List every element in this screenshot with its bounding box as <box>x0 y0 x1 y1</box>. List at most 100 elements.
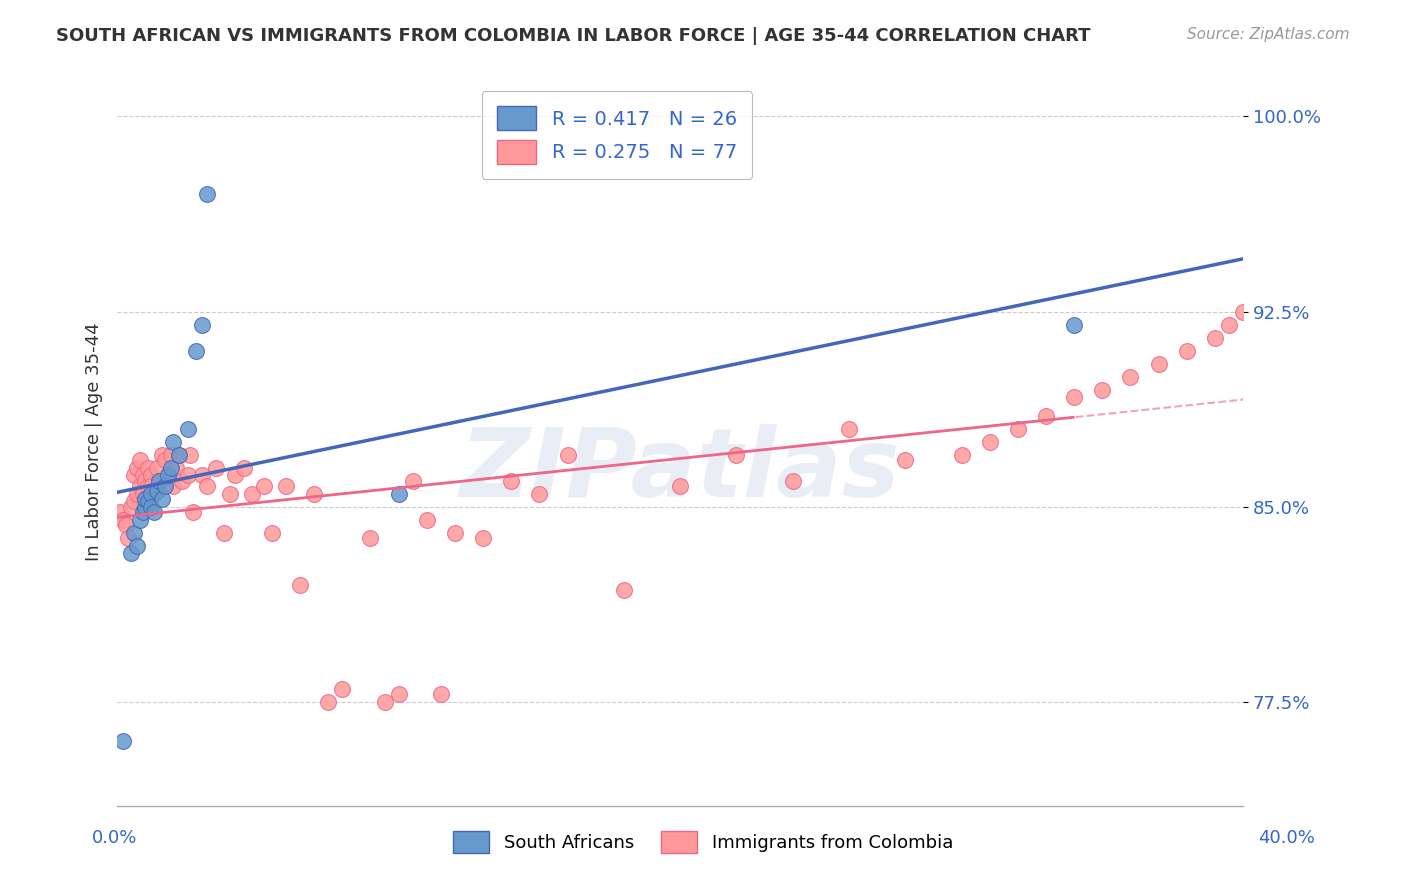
Point <box>302 486 325 500</box>
Text: SOUTH AFRICAN VS IMMIGRANTS FROM COLOMBIA IN LABOR FORCE | AGE 35-44 CORRELATION: SOUTH AFRICAN VS IMMIGRANTS FROM COLOMBI… <box>56 27 1091 45</box>
Point <box>190 318 212 332</box>
Point <box>330 681 353 696</box>
Point <box>212 525 235 540</box>
Point <box>1218 318 1240 332</box>
Point <box>725 448 748 462</box>
Point <box>260 525 283 540</box>
Point <box>1147 357 1170 371</box>
Point <box>416 512 439 526</box>
Point <box>402 474 425 488</box>
Point <box>950 448 973 462</box>
Point <box>111 733 134 747</box>
Point <box>501 474 523 488</box>
Point <box>1091 383 1114 397</box>
Point <box>131 486 153 500</box>
Point <box>1119 369 1142 384</box>
Point <box>136 460 159 475</box>
Point <box>181 505 204 519</box>
Point <box>179 448 201 462</box>
Point <box>139 486 162 500</box>
Point <box>360 531 382 545</box>
Point <box>165 460 187 475</box>
Point <box>134 491 156 506</box>
Point <box>134 491 156 506</box>
Point <box>156 468 179 483</box>
Point <box>128 479 150 493</box>
Point <box>167 448 190 462</box>
Point <box>122 468 145 483</box>
Point <box>224 468 246 483</box>
Point <box>176 468 198 483</box>
Point <box>176 421 198 435</box>
Point <box>613 582 636 597</box>
Point <box>252 479 274 493</box>
Point <box>150 491 173 506</box>
Point <box>669 479 692 493</box>
Point <box>148 474 170 488</box>
Point <box>136 479 159 493</box>
Point <box>195 187 218 202</box>
Point <box>1175 343 1198 358</box>
Point <box>1035 409 1057 423</box>
Point <box>139 468 162 483</box>
Point <box>162 434 184 449</box>
Point <box>148 474 170 488</box>
Point <box>232 460 254 475</box>
Point <box>1007 421 1029 435</box>
Point <box>557 448 579 462</box>
Point <box>430 687 453 701</box>
Text: 40.0%: 40.0% <box>1258 829 1315 847</box>
Point <box>125 539 148 553</box>
Y-axis label: In Labor Force | Age 35-44: In Labor Force | Age 35-44 <box>86 322 103 561</box>
Text: ZIPatlas: ZIPatlas <box>460 425 900 517</box>
Point <box>894 452 917 467</box>
Point <box>125 486 148 500</box>
Point <box>1063 390 1085 404</box>
Point <box>782 474 804 488</box>
Point <box>274 479 297 493</box>
Point <box>1204 330 1226 344</box>
Point <box>122 525 145 540</box>
Point <box>134 500 156 514</box>
Point <box>170 474 193 488</box>
Point <box>142 505 165 519</box>
Point <box>162 479 184 493</box>
Point <box>131 505 153 519</box>
Point <box>150 448 173 462</box>
Point <box>145 483 167 498</box>
Point <box>145 460 167 475</box>
Point <box>153 452 176 467</box>
Point <box>131 468 153 483</box>
Point <box>979 434 1001 449</box>
Point <box>288 577 311 591</box>
Point <box>444 525 467 540</box>
Point <box>388 486 411 500</box>
Point <box>128 452 150 467</box>
Point <box>529 486 551 500</box>
Legend: R = 0.417   N = 26, R = 0.275   N = 77: R = 0.417 N = 26, R = 0.275 N = 77 <box>481 91 752 179</box>
Point <box>156 468 179 483</box>
Point <box>472 531 495 545</box>
Point <box>1232 304 1254 318</box>
Point <box>159 460 181 475</box>
Point <box>159 448 181 462</box>
Point <box>136 494 159 508</box>
Point <box>316 695 339 709</box>
Point <box>190 468 212 483</box>
Point <box>122 494 145 508</box>
Point <box>120 500 142 514</box>
Point <box>125 460 148 475</box>
Point <box>142 486 165 500</box>
Point <box>240 486 263 500</box>
Point <box>204 460 226 475</box>
Point <box>111 512 134 526</box>
Point <box>388 687 411 701</box>
Point <box>134 474 156 488</box>
Text: Source: ZipAtlas.com: Source: ZipAtlas.com <box>1187 27 1350 42</box>
Point <box>184 343 207 358</box>
Point <box>108 505 131 519</box>
Point <box>117 531 139 545</box>
Point <box>167 448 190 462</box>
Point <box>218 486 240 500</box>
Point <box>1063 318 1085 332</box>
